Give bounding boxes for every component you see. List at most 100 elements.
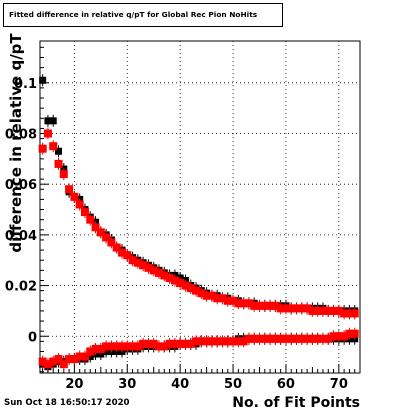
data-point — [38, 144, 47, 153]
data-point — [324, 334, 333, 343]
data-point — [213, 294, 222, 303]
data-point — [313, 306, 322, 315]
data-point — [44, 117, 52, 125]
axes: 20 30 40 50 60 70 0 0.02 0.04 0.06 0.08 0.1 — [5, 46, 356, 392]
data-point — [244, 299, 253, 308]
data-point — [170, 339, 179, 348]
data-point — [75, 200, 84, 209]
data-point — [281, 304, 290, 313]
data-point — [155, 268, 164, 277]
data-point — [39, 76, 47, 84]
data-point — [340, 332, 349, 341]
data-point — [255, 334, 264, 343]
x-tick-label: 30 — [118, 377, 136, 392]
data-point — [144, 339, 153, 348]
data-point — [170, 276, 179, 285]
data-point — [329, 332, 338, 341]
data-point — [350, 329, 359, 338]
data-point — [202, 337, 211, 346]
y-tick-label: 0 — [28, 330, 37, 345]
data-point — [65, 185, 74, 194]
data-point — [308, 334, 317, 343]
data-point — [297, 304, 306, 313]
data-point — [165, 273, 174, 282]
data-point — [160, 342, 169, 351]
data-point — [260, 334, 269, 343]
data-point — [239, 299, 248, 308]
data-point — [133, 342, 142, 351]
data-point — [155, 342, 164, 351]
data-point — [229, 296, 238, 305]
data-point — [123, 342, 132, 351]
data-point — [276, 304, 285, 313]
data-point — [107, 342, 116, 351]
data-point — [239, 337, 248, 346]
data-point — [292, 304, 301, 313]
data-point — [86, 215, 95, 224]
data-point — [80, 352, 89, 361]
data-point — [313, 334, 322, 343]
x-tick-label: 70 — [330, 377, 348, 392]
chart-title: Fitted difference in relative q/pT for G… — [3, 3, 283, 27]
data-point — [128, 342, 137, 351]
data-point — [276, 334, 285, 343]
data-point — [91, 223, 100, 232]
y-tick-label: 0.04 — [5, 229, 37, 244]
grid-lines — [40, 41, 360, 373]
y-tick-label: 0.1 — [14, 77, 37, 92]
data-point — [59, 360, 68, 369]
data-point — [65, 355, 74, 364]
data-point — [260, 301, 269, 310]
x-tick-label: 60 — [277, 377, 295, 392]
data-point — [197, 337, 206, 346]
data-point — [244, 334, 253, 343]
data-point — [271, 301, 280, 310]
data-point — [223, 337, 232, 346]
x-tick-label: 40 — [171, 377, 189, 392]
data-point — [49, 357, 58, 366]
plot-frame — [39, 40, 361, 374]
data-point — [281, 334, 290, 343]
data-point — [43, 129, 52, 138]
data-point — [340, 309, 349, 318]
data-point — [345, 329, 354, 338]
data-point — [54, 355, 63, 364]
data-point — [213, 337, 222, 346]
data-point — [218, 337, 227, 346]
data-point — [266, 301, 275, 310]
data-point — [123, 251, 132, 260]
y-tick-label: 0.08 — [5, 128, 37, 143]
data-point — [75, 352, 84, 361]
data-point — [334, 306, 343, 315]
data-point — [218, 294, 227, 303]
x-tick-label: 50 — [224, 377, 242, 392]
x-axis-label: No. of Fit Points — [232, 395, 360, 411]
data-point — [318, 334, 327, 343]
data-point — [329, 306, 338, 315]
data-point — [38, 357, 47, 366]
data-point — [149, 339, 158, 348]
data-point — [287, 304, 296, 313]
data-markers — [38, 74, 359, 373]
data-point — [80, 208, 89, 217]
data-point — [144, 263, 153, 272]
data-point — [160, 271, 169, 280]
data-point — [149, 266, 158, 275]
data-point — [133, 258, 142, 267]
data-point — [303, 304, 312, 313]
data-point — [250, 301, 259, 310]
data-point — [334, 332, 343, 341]
data-point — [181, 339, 190, 348]
data-point — [303, 334, 312, 343]
data-point — [192, 286, 201, 295]
data-point — [139, 261, 148, 270]
data-point — [192, 337, 201, 346]
data-point — [350, 309, 359, 318]
data-point — [86, 347, 95, 356]
data-point — [181, 281, 190, 290]
data-point — [234, 299, 243, 308]
data-point — [292, 334, 301, 343]
timestamp: Sun Oct 18 16:50:17 2020 — [4, 398, 130, 408]
data-point — [96, 344, 105, 353]
